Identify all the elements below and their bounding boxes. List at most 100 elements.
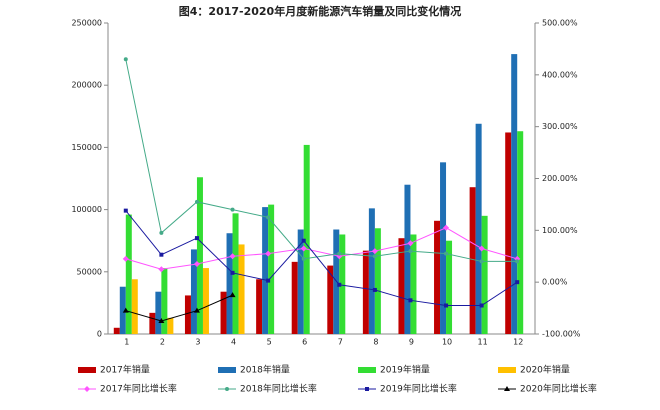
bar xyxy=(119,286,126,334)
marker xyxy=(301,256,306,261)
y-tick-label: 50000 xyxy=(77,267,102,276)
x-tick-label: 2 xyxy=(160,338,165,347)
bar xyxy=(167,317,174,334)
bar xyxy=(469,187,476,334)
marker xyxy=(300,245,307,252)
marker xyxy=(266,278,271,283)
legend-swatch xyxy=(218,367,236,373)
bar xyxy=(374,228,381,334)
marker xyxy=(444,303,449,308)
bar xyxy=(410,234,417,334)
x-tick-label: 1 xyxy=(124,338,129,347)
bar xyxy=(446,240,453,334)
bar xyxy=(161,268,168,334)
bar xyxy=(202,268,209,334)
bar xyxy=(113,327,120,334)
marker xyxy=(230,270,235,275)
y-tick-label: 0 xyxy=(97,330,102,339)
y2-tick-label: 500.00% xyxy=(542,19,578,28)
y-tick-label: 200000 xyxy=(71,81,102,90)
x-tick-label: 7 xyxy=(338,338,343,347)
bar xyxy=(398,238,405,334)
marker xyxy=(225,387,229,391)
marker xyxy=(365,387,369,391)
marker xyxy=(158,266,165,273)
y-tick-label: 250000 xyxy=(71,19,102,28)
marker xyxy=(265,250,272,257)
legend-label: 2019年同比增长率 xyxy=(380,383,457,395)
marker xyxy=(479,259,484,264)
marker xyxy=(229,253,236,260)
x-tick-label: 5 xyxy=(267,338,272,347)
bar xyxy=(238,244,245,334)
x-tick-label: 12 xyxy=(513,338,523,347)
y-tick-label: 100000 xyxy=(71,205,102,214)
legend-label: 2017年同比增长率 xyxy=(100,383,177,395)
bar xyxy=(220,291,227,334)
bar xyxy=(517,131,524,334)
legend-label: 2018年销量 xyxy=(240,364,290,376)
marker xyxy=(372,287,377,292)
marker xyxy=(408,298,413,303)
y2-tick-label: 0.00% xyxy=(542,278,568,287)
marker xyxy=(193,261,200,268)
line xyxy=(125,294,233,322)
x-tick-label: 11 xyxy=(478,338,488,347)
y2-tick-label: 200.00% xyxy=(542,174,578,183)
marker xyxy=(159,230,164,235)
x-tick-label: 4 xyxy=(231,338,236,347)
marker xyxy=(478,245,485,252)
marker xyxy=(123,208,128,213)
marker xyxy=(515,259,520,264)
marker xyxy=(229,292,236,298)
marker xyxy=(193,307,200,313)
x-tick-label: 10 xyxy=(442,338,452,347)
marker xyxy=(122,307,129,313)
legend-label: 2019年销量 xyxy=(380,364,430,376)
bar xyxy=(291,261,298,334)
bar xyxy=(303,144,310,334)
marker xyxy=(194,199,199,204)
marker xyxy=(444,251,449,256)
marker xyxy=(301,238,306,243)
bar xyxy=(481,215,488,334)
legend-label: 2018年同比增长率 xyxy=(240,383,317,395)
marker xyxy=(158,318,165,324)
marker xyxy=(479,303,484,308)
bar xyxy=(505,132,512,334)
x-tick-label: 9 xyxy=(409,338,414,347)
bar xyxy=(368,208,375,334)
legend-label: 2020年销量 xyxy=(520,364,570,376)
y2-tick-label: 300.00% xyxy=(542,122,578,131)
marker xyxy=(408,249,413,254)
bar xyxy=(434,220,441,334)
bar xyxy=(149,312,156,334)
marker xyxy=(407,240,414,247)
marker xyxy=(230,207,235,212)
bar xyxy=(327,265,334,334)
legend-swatch xyxy=(498,367,516,373)
marker xyxy=(372,254,377,259)
marker xyxy=(371,248,378,255)
legend-swatch xyxy=(358,367,376,373)
line xyxy=(125,59,518,262)
y-tick-label: 150000 xyxy=(71,143,102,152)
marker xyxy=(159,252,164,257)
marker xyxy=(504,386,510,391)
bar xyxy=(511,54,518,334)
x-tick-label: 6 xyxy=(302,338,307,347)
y2-tick-label: 100.00% xyxy=(542,226,578,235)
bar xyxy=(297,229,304,334)
bar xyxy=(125,214,132,334)
legend-swatch xyxy=(78,367,96,373)
x-tick-label: 3 xyxy=(195,338,200,347)
bar xyxy=(196,177,203,334)
marker xyxy=(194,236,199,241)
line xyxy=(125,210,518,306)
marker xyxy=(266,215,271,220)
marker xyxy=(122,255,129,262)
legend-label: 2017年销量 xyxy=(100,364,150,376)
legend-label: 2020年同比增长率 xyxy=(520,383,597,395)
bar xyxy=(475,123,482,334)
